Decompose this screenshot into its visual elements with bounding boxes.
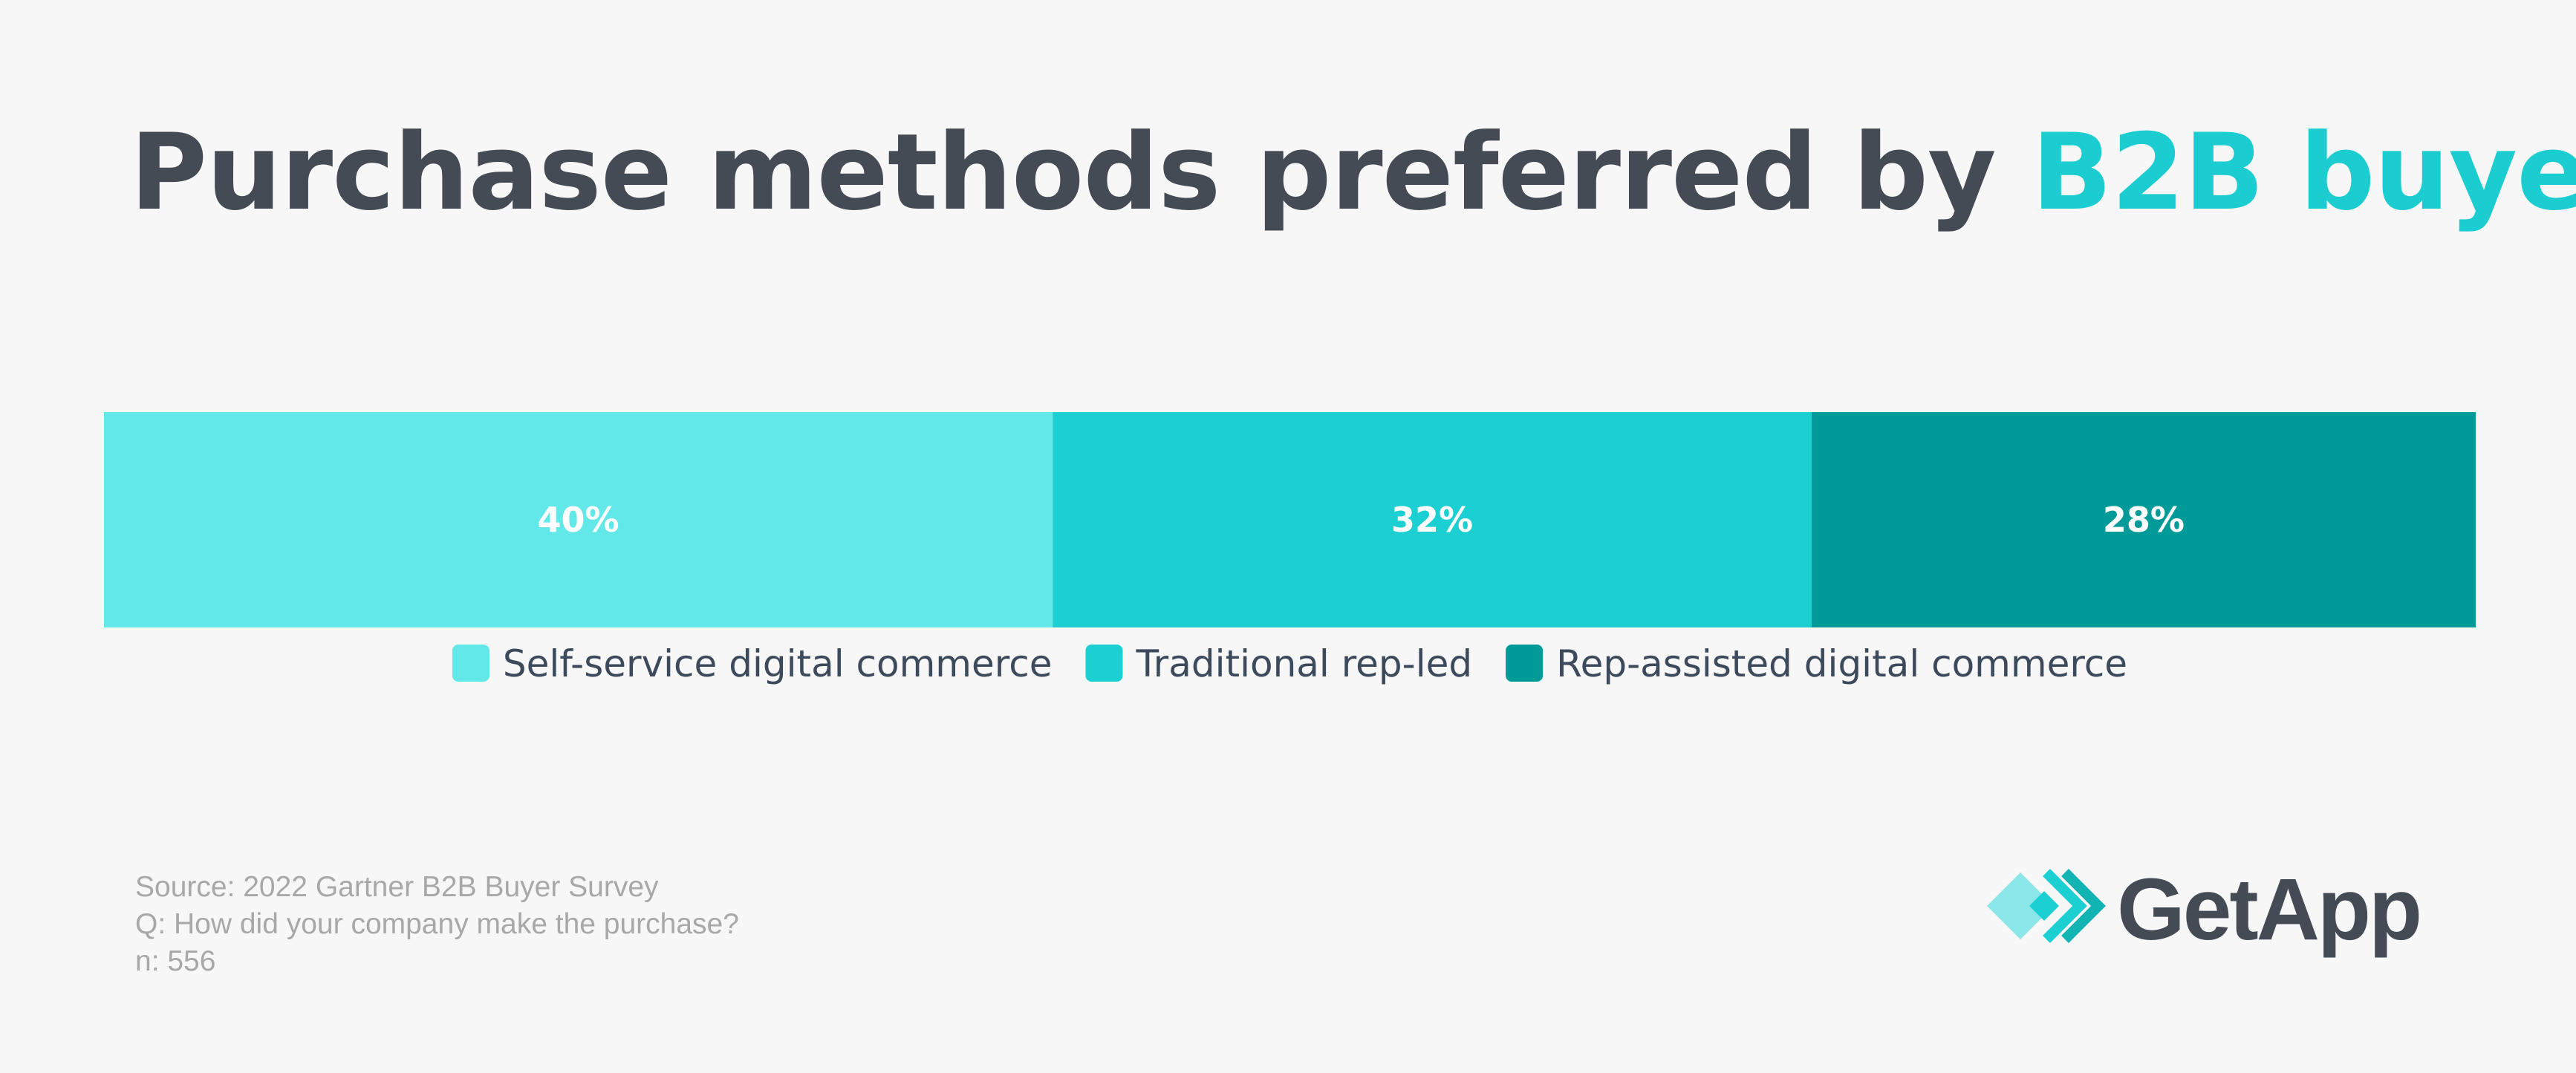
legend-swatch-2 <box>1085 645 1123 682</box>
sample-size-line: n: 556 <box>135 945 216 977</box>
legend-label-1: Self-service digital commerce <box>503 642 1053 685</box>
title-highlight: B2B buyers <box>2032 111 2576 234</box>
bar-data-label-1: 40% <box>538 500 619 540</box>
getapp-logo-mark-icon <box>1987 869 2106 943</box>
chart-title: Purchase methods preferred by B2B buyers <box>130 111 2576 234</box>
bar-data-label-3: 28% <box>2103 500 2185 540</box>
getapp-logo: GetApp <box>1983 861 2444 958</box>
bar-segment-1 <box>104 412 1053 627</box>
question-line: Q: How did your company make the purchas… <box>135 908 739 940</box>
legend: Self-service digital commerce Traditional… <box>452 642 2127 685</box>
legend-swatch-3 <box>1506 645 1544 682</box>
legend-label-2: Traditional rep-led <box>1135 642 1472 685</box>
bar-segment-3 <box>1811 412 2476 627</box>
source-line: Source: 2022 Gartner B2B Buyer Survey <box>135 871 659 903</box>
legend-swatch-1 <box>452 645 489 682</box>
legend-label-3: Rep-assisted digital commerce <box>1556 642 2127 685</box>
source-note: Source: 2022 Gartner B2B Buyer Survey Q:… <box>135 869 739 980</box>
title-prefix: Purchase methods preferred by <box>130 111 2032 234</box>
logo-wordmark: GetApp <box>2117 861 2422 959</box>
bar-segment-2 <box>1053 412 1812 627</box>
bar-data-label-2: 32% <box>1391 500 1473 540</box>
stacked-bar-chart: 40% 32% 28% Self-service digital commerce Tr… <box>104 412 2476 685</box>
